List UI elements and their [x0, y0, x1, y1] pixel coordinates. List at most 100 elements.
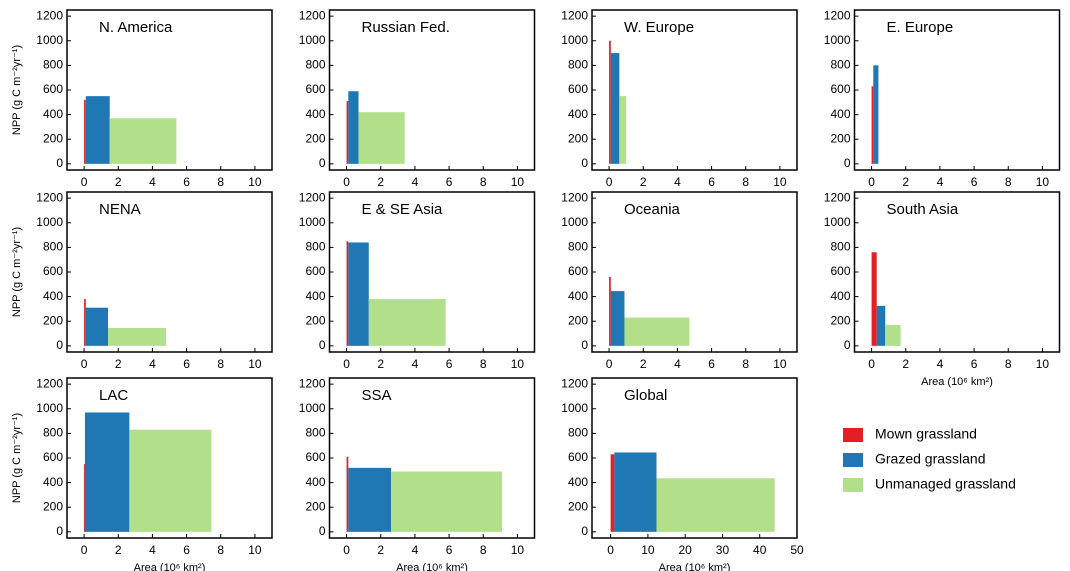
y-tick-label: 400	[830, 289, 850, 303]
y-tick-label: 400	[568, 107, 588, 121]
x-tick-label: 10	[773, 175, 787, 189]
y-tick-label: 400	[43, 289, 63, 303]
y-tick-label: 200	[305, 313, 325, 327]
y-tick-label: 0	[844, 156, 851, 170]
y-tick-label: 0	[56, 524, 63, 538]
y-tick-label: 0	[319, 156, 326, 170]
y-axis-label: NPP (g C m⁻²yr⁻¹)	[11, 413, 23, 503]
x-tick-label: 4	[412, 357, 419, 371]
bar	[610, 454, 615, 532]
bar	[614, 452, 657, 532]
y-tick-label: 400	[568, 289, 588, 303]
y-tick-label: 200	[568, 131, 588, 145]
bar	[368, 299, 446, 346]
x-tick-label: 6	[446, 357, 453, 371]
x-tick-label: 0	[607, 543, 614, 557]
y-tick-label: 1200	[36, 190, 63, 204]
x-tick-label: 6	[971, 175, 978, 189]
x-tick-label: 2	[640, 357, 647, 371]
bar	[358, 112, 405, 164]
bar	[346, 241, 349, 346]
x-tick-label: 4	[149, 543, 156, 557]
panel: 0 200 400 600 800 1000 1200 0 10 20 30 40 50 Global Ar…	[561, 376, 804, 571]
x-tick-label: 10	[773, 357, 787, 371]
y-tick-label: 800	[830, 58, 850, 72]
x-tick-label: 30	[716, 543, 730, 557]
legend-swatch	[843, 478, 863, 492]
bar	[885, 324, 901, 346]
y-tick-label: 200	[43, 313, 63, 327]
x-tick-label: 6	[183, 175, 190, 189]
x-tick-label: 2	[902, 357, 909, 371]
y-tick-label: 0	[844, 338, 851, 352]
y-tick-label: 1200	[299, 190, 326, 204]
panel-title: SSA	[362, 387, 392, 404]
y-tick-label: 0	[581, 156, 588, 170]
x-tick-label: 10	[248, 357, 262, 371]
bar	[85, 96, 110, 164]
y-tick-label: 600	[830, 82, 850, 96]
x-tick-label: 4	[937, 357, 944, 371]
y-tick-label: 800	[43, 240, 63, 254]
y-tick-label: 1000	[299, 215, 326, 229]
x-tick-label: 0	[81, 543, 88, 557]
y-tick-label: 600	[43, 264, 63, 278]
y-tick-label: 0	[56, 338, 63, 352]
x-tick-label: 6	[708, 175, 715, 189]
x-tick-label: 8	[217, 357, 224, 371]
y-tick-label: 1200	[561, 8, 588, 22]
x-tick-label: 0	[343, 357, 350, 371]
y-tick-label: 400	[43, 475, 63, 489]
x-tick-label: 6	[446, 175, 453, 189]
y-tick-label: 1000	[36, 33, 63, 47]
y-tick-label: 1000	[36, 401, 63, 415]
y-tick-label: 400	[305, 107, 325, 121]
x-tick-label: 6	[183, 357, 190, 371]
y-tick-label: 1200	[561, 190, 588, 204]
y-tick-label: 1000	[299, 33, 326, 47]
bar	[610, 53, 620, 164]
panel: 0 200 400 600 800 1000 1200 0 2 4 6 8 10 SSA Area (10⁶…	[299, 376, 536, 571]
y-tick-label: 400	[568, 475, 588, 489]
y-tick-label: 800	[830, 240, 850, 254]
y-tick-label: 1000	[36, 215, 63, 229]
panel: 0 200 400 600 800 1000 1200 0 2 4 6 8 10 Russian Fed.	[299, 8, 536, 189]
x-tick-label: 0	[868, 175, 875, 189]
bar	[85, 307, 108, 346]
bar	[109, 118, 177, 164]
bar	[619, 96, 627, 164]
x-tick-label: 4	[149, 175, 156, 189]
y-tick-label: 0	[581, 524, 588, 538]
x-tick-label: 0	[343, 543, 350, 557]
x-tick-label: 20	[679, 543, 693, 557]
panel-title: NENA	[99, 201, 141, 218]
panel: 0 200 400 600 800 1000 1200 0 2 4 6 8 10 E & SE Asia	[299, 190, 536, 371]
y-tick-label: 600	[568, 450, 588, 464]
y-tick-label: 1000	[561, 401, 588, 415]
x-tick-label: 0	[606, 175, 613, 189]
x-tick-label: 6	[708, 357, 715, 371]
x-tick-label: 50	[790, 543, 804, 557]
bar	[871, 252, 877, 346]
bar	[84, 99, 86, 164]
bar	[871, 86, 874, 164]
x-tick-label: 2	[115, 543, 122, 557]
y-tick-label: 200	[568, 499, 588, 513]
x-tick-label: 0	[343, 175, 350, 189]
x-tick-label: 2	[115, 357, 122, 371]
x-tick-label: 10	[248, 175, 262, 189]
x-tick-label: 2	[640, 175, 647, 189]
y-tick-label: 1000	[299, 401, 326, 415]
x-tick-label: 10	[511, 357, 525, 371]
panel-title: Oceania	[624, 201, 681, 218]
x-tick-label: 4	[937, 175, 944, 189]
y-tick-label: 600	[43, 82, 63, 96]
y-tick-label: 800	[43, 58, 63, 72]
bar	[873, 65, 879, 164]
x-tick-label: 8	[742, 357, 749, 371]
x-tick-label: 10	[248, 543, 262, 557]
panel: 0 200 400 600 800 1000 1200 0 2 4 6 8 10 E. Europe	[824, 8, 1061, 189]
legend-swatch	[843, 453, 863, 467]
y-tick-label: 800	[43, 426, 63, 440]
